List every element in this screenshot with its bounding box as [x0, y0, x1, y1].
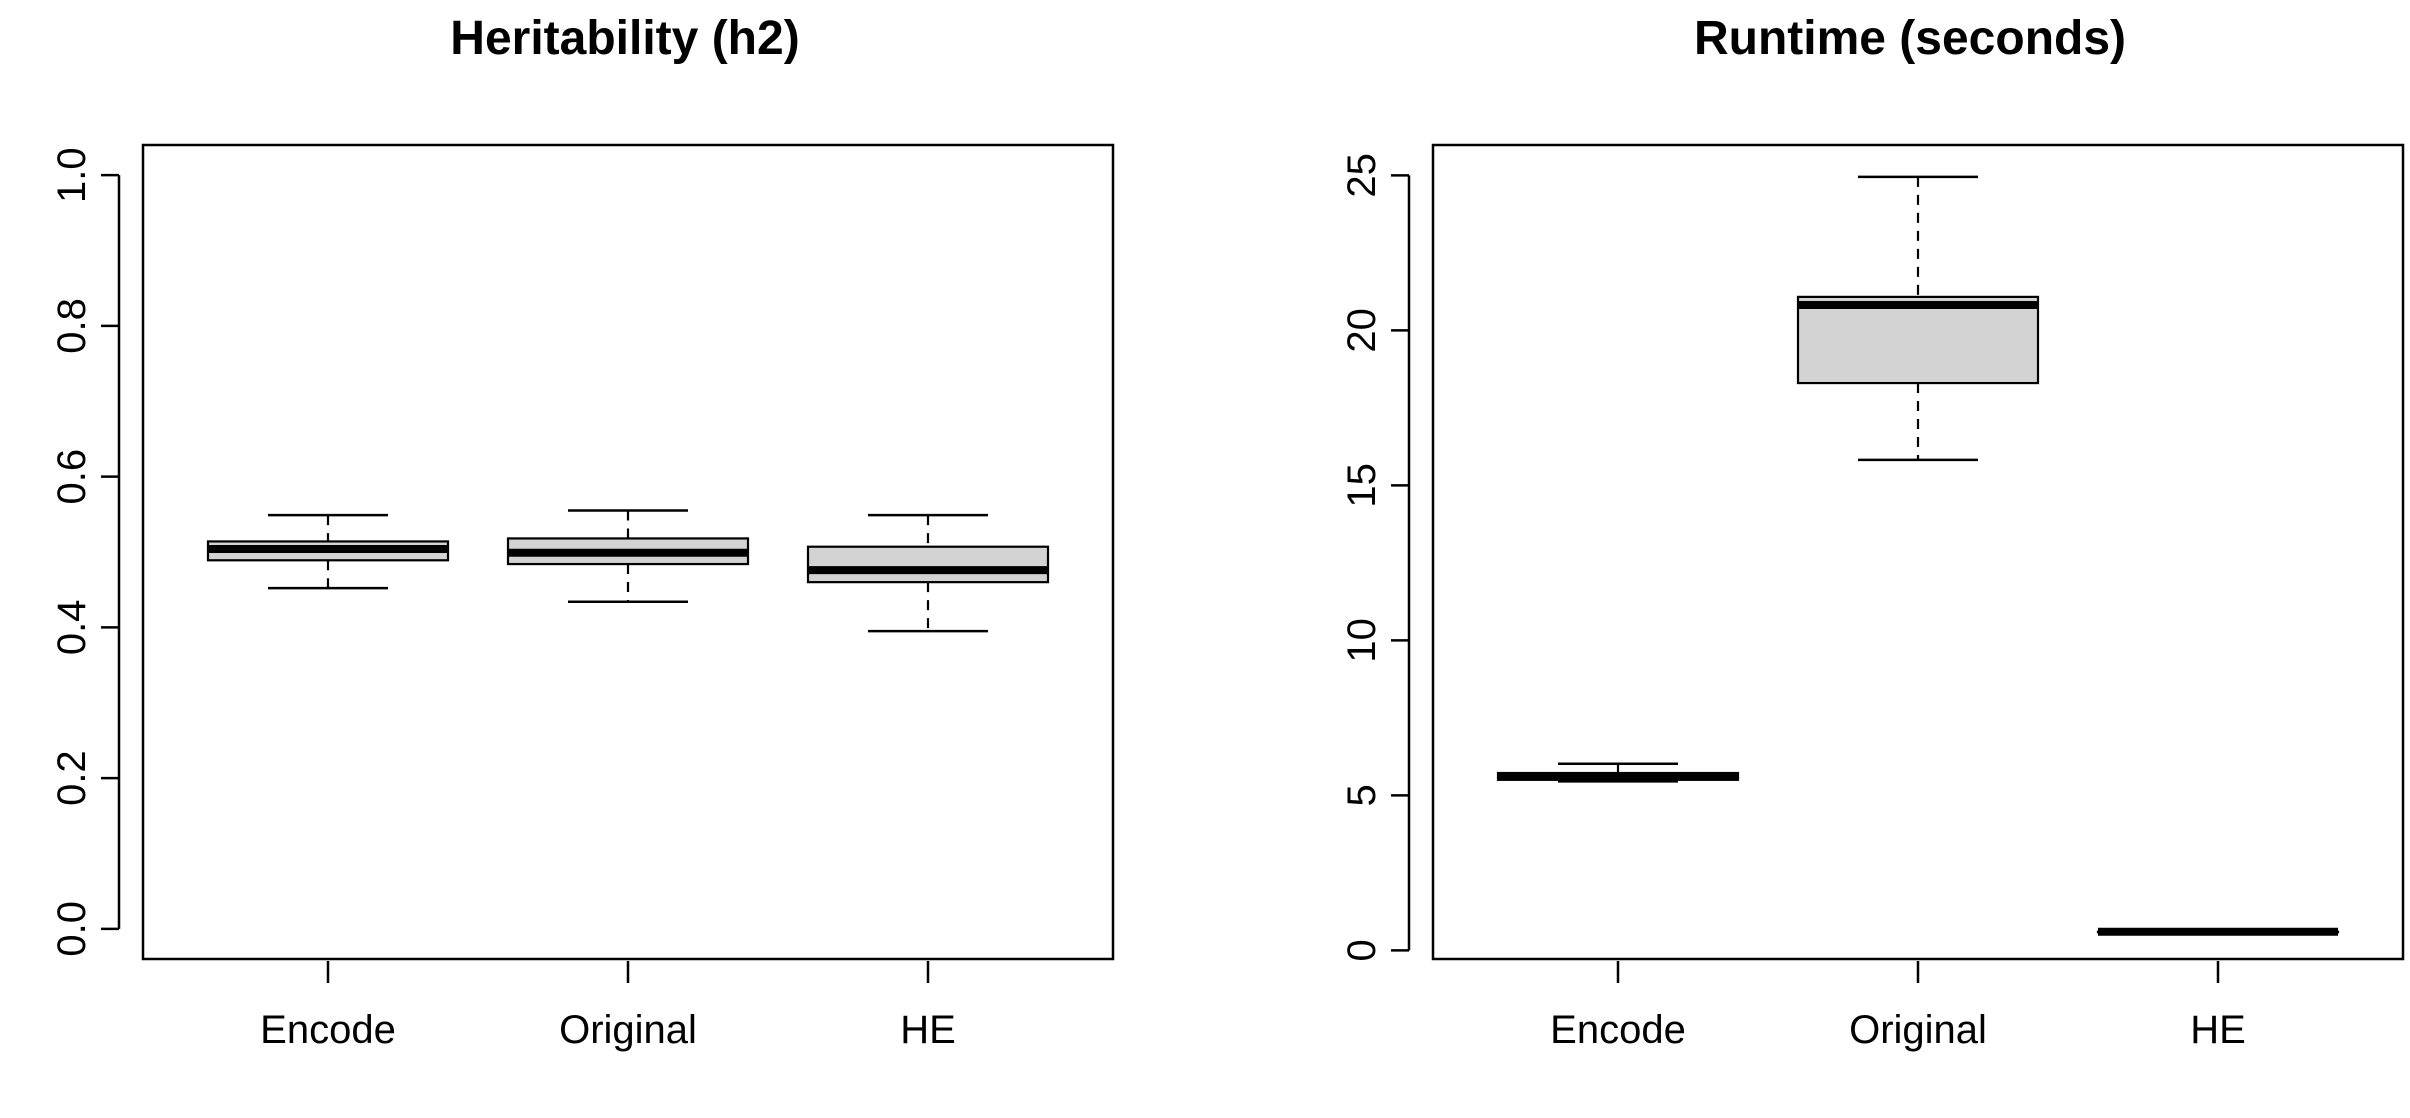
- y-axis: 0 5 10 15 20 25: [1340, 153, 1411, 961]
- y-tick-label: 0.2: [50, 750, 94, 806]
- x-tick-label: Encode: [1550, 1008, 1686, 1052]
- y-tick-label: 15: [1340, 463, 1384, 508]
- boxes: [1496, 175, 2340, 936]
- y-tick-label: 5: [1340, 784, 1384, 806]
- y-tick-label: 0.0: [50, 901, 94, 957]
- y-tick-label: 10: [1340, 618, 1384, 663]
- x-tick-label: Original: [559, 1008, 697, 1052]
- box-original: [506, 509, 750, 603]
- x-axis: Encode Original HE: [1550, 961, 2246, 1052]
- box-he: [2096, 927, 2340, 936]
- box-encode: [206, 513, 450, 590]
- y-tick-label: 0: [1340, 939, 1384, 961]
- y-tick-label: 0.6: [50, 449, 94, 505]
- x-tick-label: Original: [1849, 1008, 1987, 1052]
- box-original: [1796, 175, 2040, 462]
- iqr-box: [1796, 295, 2040, 385]
- x-axis: Encode Original HE: [260, 961, 956, 1052]
- plot-frame: [1431, 143, 2405, 961]
- plot-frame: [141, 143, 1115, 961]
- boxes: [206, 509, 1050, 633]
- y-tick-label: 20: [1340, 308, 1384, 353]
- x-tick-label: HE: [900, 1008, 956, 1052]
- y-axis: 0.0 0.2 0.4 0.6 0.8 1.0: [50, 147, 121, 957]
- box-encode: [1496, 762, 1740, 783]
- y-tick-label: 0.8: [50, 298, 94, 354]
- chart-title: Heritability (h2): [450, 12, 799, 65]
- y-tick-label: 0.4: [50, 600, 94, 656]
- x-tick-label: HE: [2190, 1008, 2246, 1052]
- chart-title: Runtime (seconds): [1694, 12, 2126, 65]
- iqr-box: [806, 545, 1050, 584]
- box-he: [806, 513, 1050, 633]
- x-tick-label: Encode: [260, 1008, 396, 1052]
- panel-heritability: Heritability (h2) 0.0 0.2 0.4 0.6 0.8 1.0 Enc…: [50, 12, 1115, 1052]
- y-tick-label: 1.0: [50, 147, 94, 203]
- y-tick-label: 25: [1340, 153, 1384, 198]
- panel-runtime: Runtime (seconds) 0 5 10 15 20 25 Encode Origi…: [1340, 12, 2405, 1052]
